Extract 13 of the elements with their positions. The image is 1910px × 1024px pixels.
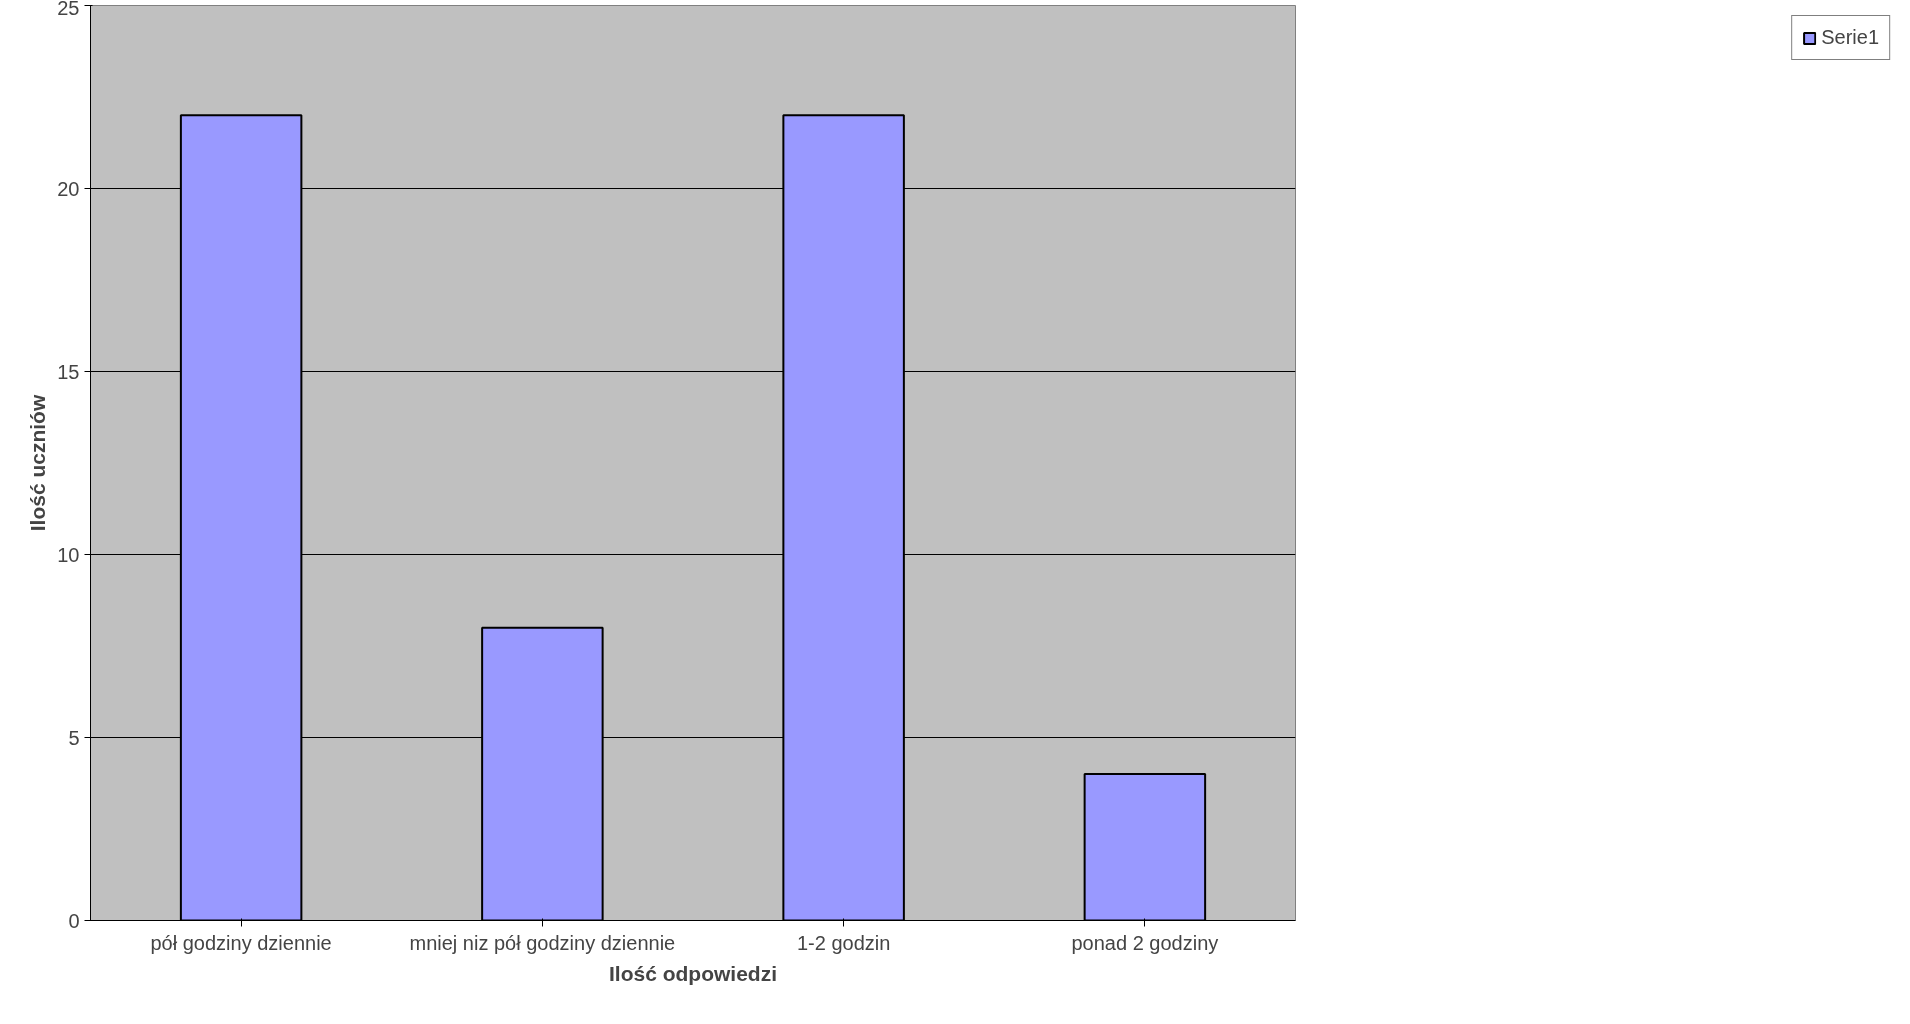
y-tick-label: 20: [57, 177, 80, 200]
y-tick-label: 5: [68, 726, 80, 749]
y-tick-label: 10: [57, 543, 80, 566]
x-tick-label: mniej niz pół godziny dziennie: [409, 931, 676, 954]
x-axis-title: Ilość odpowiedzi: [608, 961, 778, 985]
y-tick-label: 25: [57, 0, 80, 19]
y-tick-label: 0: [68, 909, 80, 932]
x-tick-label: pół godziny dziennie: [150, 931, 332, 954]
y-tick-label: 15: [57, 360, 80, 383]
x-tick-label: 1-2 godzin: [796, 931, 891, 954]
x-tick-label: ponad 2 godziny: [1071, 931, 1219, 954]
legend-label: Serie1: [1821, 26, 1879, 49]
y-axis-title: Ilość uczniów: [26, 394, 50, 532]
